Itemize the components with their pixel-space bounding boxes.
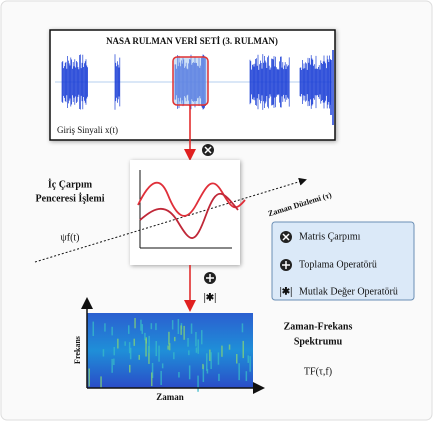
spectrum-streak (139, 355, 141, 360)
spectrum-streak (191, 324, 193, 334)
legend-item: Mutlak Değer Operatörü (299, 286, 398, 297)
abs-operator: |✱| (204, 292, 217, 303)
spectrum-streak (134, 318, 136, 328)
spectrum-streak (246, 371, 248, 381)
spectrum-streak (221, 346, 223, 357)
spectrum-streak (114, 347, 116, 355)
spectrum-streak (187, 338, 189, 347)
plus-icon (280, 259, 292, 271)
spectrum-streak (117, 339, 119, 349)
spectrum-streak (124, 341, 126, 345)
spectrum-streak (218, 374, 220, 381)
spectrum-title: Zaman-Frekans (284, 321, 353, 332)
input-label: Giriş Sinyali x(t) (57, 125, 118, 135)
spectrum-streak (206, 353, 208, 371)
spectrum-streak (236, 354, 238, 364)
window-highlight (173, 57, 208, 105)
spectrum-streak (243, 341, 245, 358)
spectrum-streak (202, 364, 204, 369)
spectrum-streak (174, 337, 176, 341)
spectrum-title: Spektrumu (294, 336, 343, 347)
spectrum-streak (249, 356, 251, 372)
spectrum-streak (189, 365, 191, 379)
multiply-icon (202, 144, 214, 156)
spectrum-streak (178, 319, 180, 334)
spectrum-streak (103, 349, 105, 356)
spectrum-image (87, 313, 253, 388)
spectrum-streak (198, 339, 200, 353)
spectrum-streak (145, 339, 147, 357)
spectrum-streak (100, 376, 102, 388)
spectrum-streak (128, 325, 130, 334)
spectrum-streak (248, 355, 250, 363)
spectrum-streak (156, 341, 158, 356)
spectrum-streak (196, 348, 198, 353)
spectrum-streak (151, 323, 153, 329)
spectrum-streak (151, 372, 153, 386)
spectrum-streak (104, 323, 106, 331)
spectrum-streak (162, 363, 164, 368)
spectrum-formula: TF(τ,f) (304, 366, 332, 377)
window-frame (130, 160, 240, 265)
spectrum-streak (173, 352, 175, 359)
spectrum-streak (178, 372, 180, 378)
multiply-icon (280, 231, 292, 243)
spectrum-streak (172, 320, 174, 329)
window-title: Penceresi İşlemi (36, 192, 105, 204)
spectrum-streak (229, 345, 231, 350)
spectrum-streak (197, 376, 199, 392)
spectrum-streak (111, 359, 113, 373)
spectrum-streak (93, 322, 95, 336)
spectrum-streak (188, 350, 190, 355)
spectrum-streak (155, 323, 157, 330)
spectrum-streak (167, 346, 169, 350)
legend-item: Matris Çarpımı (299, 231, 361, 242)
wavelet-label: ψf(t) (60, 232, 79, 243)
spectrum-streak (89, 369, 91, 387)
spectrum-streak (130, 348, 132, 360)
spectrum-streak (209, 350, 211, 361)
x-axis-label: Zaman (156, 392, 184, 402)
spectrum-streak (158, 346, 160, 362)
spectrum-streak (160, 371, 162, 385)
spectrum-streak (129, 365, 131, 373)
spectrum-streak (180, 325, 182, 335)
window-title: İç Çarpım (48, 178, 93, 190)
legend-item: Toplama Operatörü (299, 259, 377, 270)
spectrum-streak (142, 324, 144, 334)
spectrum-streak (140, 320, 142, 331)
spectrum-streak (183, 326, 185, 340)
spectrum-streak (134, 339, 136, 346)
spectrum-streak (210, 352, 212, 369)
y-axis-label: Frekans (73, 336, 82, 364)
spectrum-streak (148, 336, 150, 353)
spectrum-streak (169, 343, 171, 350)
spectrum-streak (242, 323, 244, 332)
diagram: NASA RULMAN VERİ SETİ (3. RULMAN) Giriş … (0, 0, 433, 421)
spectrum (87, 313, 253, 392)
spectrum-streak (168, 332, 170, 345)
spectrum-streak (238, 363, 240, 380)
abs-icon: |✱| (280, 286, 293, 297)
spectrum-streak (201, 330, 203, 344)
spectrum-streak (218, 352, 220, 364)
spectrum-streak (195, 332, 197, 346)
plus-icon (204, 272, 216, 284)
signal-title: NASA RULMAN VERİ SETİ (3. RULMAN) (106, 36, 278, 46)
spectrum-streak (113, 359, 115, 365)
spectrum-streak (111, 327, 113, 336)
